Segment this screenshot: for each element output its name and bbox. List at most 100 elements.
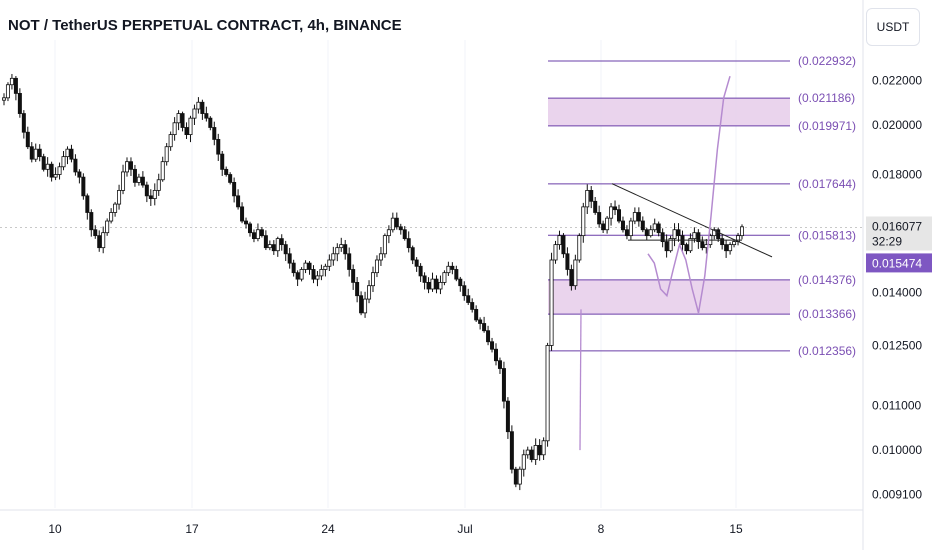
alt-price-value: 0.015474 [872,256,922,270]
candle-body [196,101,201,110]
candle-body [474,308,479,321]
candle-body [49,163,54,178]
candle-body [144,184,149,197]
price-axis: 0.022000 0.020000 0.018000 0.014000 0.012500… [866,73,932,501]
candle-body [644,229,649,237]
candle-body [545,345,550,442]
candle-body [73,158,78,173]
candle-body [335,247,340,255]
candle-body [482,323,487,332]
time-tick-label: 10 [48,522,62,536]
candle-body [93,229,98,237]
candle-body [267,244,272,249]
candle-body [33,148,38,160]
candle-body [224,168,229,175]
candle-body [490,341,495,350]
candle-body [25,131,30,148]
candle-body [279,238,284,246]
candle-body [77,171,82,178]
candle-body [5,84,10,99]
candle-body [89,212,94,231]
candle-body [569,269,574,287]
candle-body [192,108,197,119]
candle-body [61,156,66,168]
candle-body [275,238,280,252]
last-price-value: 0.016077 [872,219,922,233]
candle-body [57,166,62,175]
level-label: (0.019971) [798,119,856,133]
candle-body [740,226,745,237]
time-tick-label: 8 [598,522,605,536]
candle-body [549,259,554,346]
candle-body [172,122,177,136]
candle-body [454,269,459,280]
candle-body [81,176,86,197]
candle-body [728,244,733,252]
price-tick-label: 0.018000 [872,168,922,182]
candle-body [688,238,693,252]
candle-body [200,101,205,114]
drawings [579,75,773,451]
candle-body [236,195,241,208]
candle-body [513,468,518,485]
candle-body [359,295,364,314]
projection-path [647,75,731,314]
candle-body [664,241,669,252]
candle-body [466,295,471,303]
candle-body [438,282,443,290]
candle-body [382,235,387,255]
candle-body [160,161,165,181]
candle-body [184,127,189,136]
candle-body [394,217,399,228]
candle-body [247,223,252,234]
candle-body [470,302,475,310]
candle-body [442,272,447,283]
candle-body [311,269,316,280]
candle-body [493,348,498,362]
candle-body [561,235,566,255]
candle-body [402,229,407,240]
candle-body [716,229,721,240]
candle-body [125,161,130,173]
candle-body [692,232,697,240]
candle-body [319,269,324,277]
candle-body [251,232,256,240]
candle-body [617,209,622,222]
candle-body [696,232,701,243]
level-label: (0.021186) [798,91,855,105]
candle-body [573,259,578,287]
level-label: (0.014376) [798,273,856,287]
candle-body [628,220,633,237]
candle-body [295,272,300,280]
candle-body [517,468,522,485]
candle-body [363,298,368,314]
candle-body [577,235,582,261]
currency-selector-button[interactable]: USDT [866,8,920,46]
alt-price-tag [866,253,932,273]
candle-body [109,212,114,222]
candle-body [712,229,717,237]
candle-body [652,223,657,231]
candle-body [13,77,18,94]
candle-body [323,265,328,270]
level-label: (0.022932) [798,54,856,68]
candle-body [21,113,26,133]
candle-body [700,241,705,249]
candle-body [640,220,645,231]
candle-body [140,176,145,186]
candle-body [152,190,157,199]
candle-body [65,148,70,158]
candle-body [128,161,133,170]
candle-body [505,400,510,433]
candle-body [601,223,606,231]
candle-body [613,206,618,211]
candle-body [497,360,502,369]
candle-body [105,220,110,234]
candle-body [541,440,546,456]
candle-body [521,454,526,470]
candle-body [355,282,360,297]
level-label: (0.013366) [798,307,856,321]
chart-title: NOT / TetherUS PERPETUAL CONTRACT, 4h, B… [8,17,402,34]
candle-body [347,253,352,270]
